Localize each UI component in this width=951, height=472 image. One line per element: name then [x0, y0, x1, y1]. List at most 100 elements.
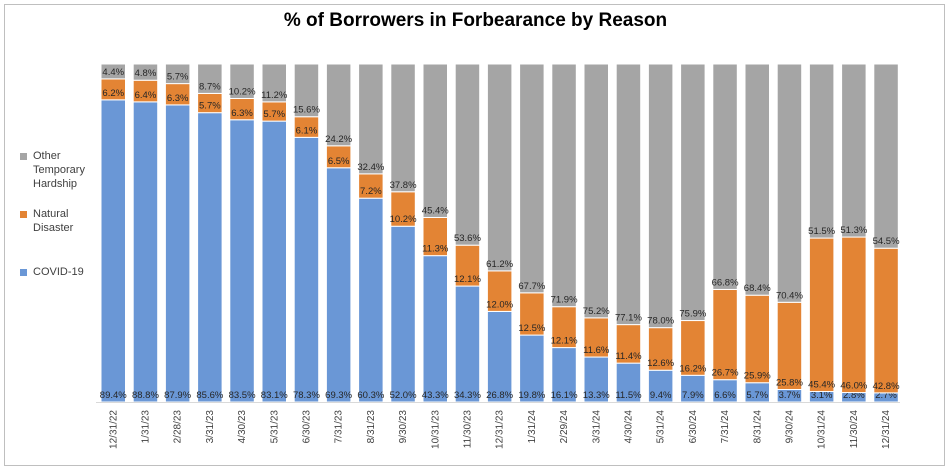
data-label-covid: 16.1%	[551, 390, 578, 401]
x-tick-label: 6/30/24	[688, 410, 699, 444]
bar-covid	[197, 112, 223, 403]
data-label-natural-disaster: 12.1%	[454, 274, 481, 285]
data-label-other: 53.6%	[454, 233, 481, 244]
data-label-covid: 89.4%	[100, 390, 127, 401]
bar-natural-disaster	[776, 301, 803, 390]
data-label-covid: 85.6%	[196, 390, 223, 401]
x-tick-label: 2/29/24	[559, 410, 570, 444]
bar-other	[519, 63, 545, 294]
data-label-natural-disaster: 6.3%	[231, 108, 253, 119]
bar-natural-disaster	[744, 294, 770, 384]
data-label-other: 15.6%	[293, 105, 320, 116]
chart-frame	[4, 4, 945, 466]
data-label-other: 71.9%	[551, 295, 578, 306]
bar-covid	[229, 119, 255, 403]
bar-other	[841, 63, 867, 238]
data-label-covid: 78.3%	[293, 390, 320, 401]
bar-natural-disaster	[551, 306, 577, 349]
data-label-covid: 34.3%	[454, 390, 481, 401]
bar-other	[325, 63, 352, 147]
data-label-natural-disaster: 45.4%	[808, 380, 835, 391]
data-label-covid: 6.6%	[714, 390, 736, 401]
x-tick-label: 5/31/24	[656, 410, 667, 444]
data-label-other: 68.4%	[744, 283, 771, 294]
legend-item-covid: COVID-19	[20, 265, 93, 279]
x-tick-label: 11/30/24	[849, 410, 860, 449]
bar-other	[164, 63, 191, 85]
data-label-natural-disaster: 25.8%	[776, 377, 803, 388]
x-tick-label: 12/31/24	[881, 410, 892, 449]
bar-other	[873, 63, 899, 249]
x-tick-label: 1/31/23	[140, 410, 151, 444]
data-label-other: 70.4%	[776, 290, 803, 301]
data-label-natural-disaster: 5.7%	[263, 109, 285, 120]
bar-other	[808, 63, 835, 239]
bar-other	[486, 63, 513, 272]
bar-covid	[164, 104, 191, 403]
x-tick-label: 7/31/23	[334, 410, 345, 444]
bar-natural-disaster	[647, 327, 674, 371]
bar-other	[712, 63, 738, 290]
data-label-other: 77.1%	[615, 313, 642, 324]
bar-covid	[100, 99, 126, 403]
bar-natural-disaster	[841, 236, 867, 394]
bar-other	[776, 63, 803, 303]
bar-natural-disaster	[873, 247, 899, 394]
data-label-covid: 52.0%	[390, 390, 417, 401]
bar-other	[261, 63, 287, 103]
bar-covid	[615, 362, 642, 403]
x-tick-label: 12/31/23	[495, 410, 506, 449]
chart-title: % of Borrowers in Forbearance by Reason	[283, 10, 668, 31]
data-label-natural-disaster: 5.7%	[199, 101, 221, 112]
bar-natural-disaster	[519, 292, 545, 336]
data-label-natural-disaster: 6.2%	[102, 88, 124, 99]
data-label-natural-disaster: 42.8%	[873, 381, 900, 392]
bar-other	[197, 63, 223, 94]
data-label-natural-disaster: 12.0%	[486, 299, 513, 310]
data-label-natural-disaster: 16.2%	[679, 363, 706, 374]
data-label-other: 75.2%	[583, 306, 610, 317]
bar-natural-disaster	[422, 216, 448, 257]
x-tick-label: 8/31/23	[366, 410, 377, 444]
data-label-covid: 9.4%	[650, 390, 672, 401]
bar-covid	[486, 310, 513, 403]
bar-other	[583, 63, 609, 319]
data-label-covid: 7.9%	[682, 390, 704, 401]
bar-natural-disaster	[712, 288, 738, 381]
data-label-natural-disaster: 6.4%	[135, 90, 157, 101]
data-label-other: 8.7%	[199, 81, 221, 92]
data-label-other: 54.5%	[873, 236, 900, 247]
x-tick-label: 6/30/23	[301, 410, 312, 444]
data-label-natural-disaster: 6.3%	[167, 93, 189, 104]
data-label-natural-disaster: 11.4%	[615, 351, 642, 362]
data-label-covid: 88.8%	[132, 390, 159, 401]
bar-other	[229, 63, 255, 99]
bar-other	[744, 63, 770, 296]
data-label-other: 75.9%	[679, 309, 706, 320]
data-label-natural-disaster: 10.2%	[390, 214, 417, 225]
data-label-other: 5.7%	[167, 72, 189, 83]
data-label-natural-disaster: 25.9%	[744, 371, 771, 382]
legend-swatch-other	[20, 153, 27, 160]
data-label-natural-disaster: 46.0%	[840, 381, 867, 392]
data-label-covid: 43.3%	[422, 390, 449, 401]
bar-other	[454, 63, 481, 246]
data-label-natural-disaster: 7.2%	[360, 186, 382, 197]
bar-other	[390, 63, 416, 193]
data-label-other: 67.7%	[518, 281, 545, 292]
x-tick-label: 8/31/24	[752, 410, 763, 444]
data-label-other: 4.8%	[135, 68, 157, 79]
x-tick-label: 12/31/22	[108, 410, 119, 449]
x-tick-label: 10/31/24	[817, 410, 828, 449]
data-label-other: 10.2%	[229, 86, 256, 97]
x-tick-label: 9/30/24	[784, 410, 795, 444]
data-label-natural-disaster: 12.6%	[647, 358, 674, 369]
data-label-covid: 87.9%	[164, 390, 191, 401]
bar-covid	[519, 334, 545, 403]
x-tick-label: 4/30/24	[623, 410, 634, 444]
legend-label-other: Other Temporary Hardship	[33, 150, 85, 190]
legend-swatch-natural-disaster	[20, 211, 27, 218]
data-label-covid: 5.7%	[746, 390, 768, 401]
bar-covid	[390, 225, 416, 403]
data-label-other: 37.8%	[390, 180, 417, 191]
